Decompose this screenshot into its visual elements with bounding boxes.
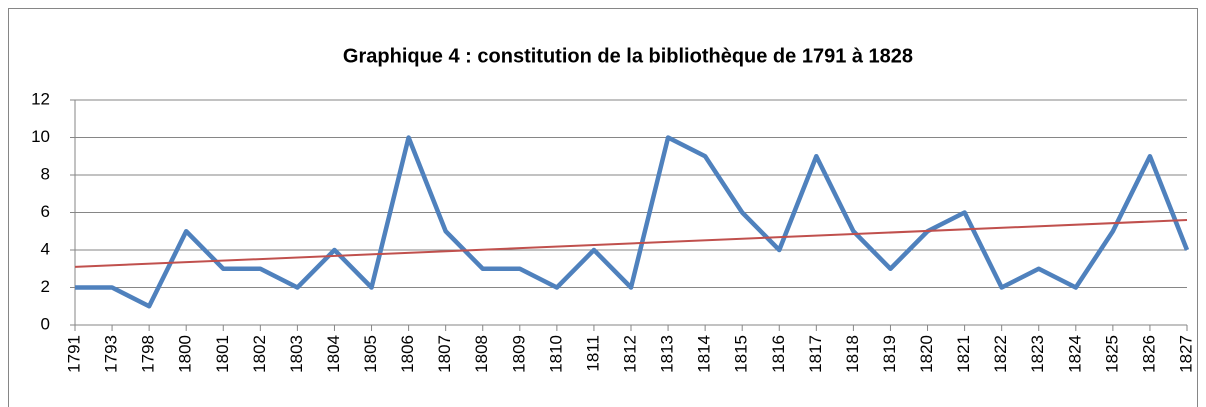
x-tick-label: 1811 — [583, 335, 602, 372]
x-tick-label: 1818 — [843, 335, 862, 373]
x-tick-label: 1814 — [695, 335, 714, 373]
x-tick-label: 1808 — [472, 335, 491, 373]
x-tick-label: 1825 — [1102, 335, 1121, 373]
chart-border — [8, 8, 1198, 407]
y-tick-label: 6 — [41, 202, 50, 221]
y-tick-label: 8 — [41, 164, 50, 183]
x-tick-label: 1800 — [176, 335, 195, 373]
x-tick-label: 1820 — [917, 335, 936, 373]
x-tick-label: 1826 — [1139, 335, 1158, 373]
data-line — [75, 135, 1190, 309]
x-tick-label: 1803 — [287, 335, 306, 373]
x-tick-label: 1793 — [102, 335, 121, 373]
x-tick-label: 1815 — [732, 335, 751, 373]
x-tick-label: 1817 — [806, 335, 825, 373]
y-tick-label: 0 — [41, 314, 50, 333]
y-tick-label: 2 — [41, 277, 50, 296]
x-tick-label: 1823 — [1028, 335, 1047, 373]
chart-title: Graphique 4 : constitution de la bibliot… — [343, 45, 913, 67]
x-tick-label: 1821 — [954, 335, 973, 373]
x-tick-label: 1791 — [64, 335, 83, 373]
y-tick-label: 4 — [41, 239, 50, 258]
x-tick-label: 1819 — [880, 335, 899, 373]
x-tick-label: 1809 — [509, 335, 528, 373]
x-tick-label: 1805 — [361, 335, 380, 373]
x-tick-label: 1806 — [398, 335, 417, 373]
x-tick-label: 1798 — [139, 335, 158, 373]
x-tick-label: 1804 — [324, 335, 343, 373]
x-tick-label: 1822 — [991, 335, 1010, 373]
x-tick-label: 1824 — [1065, 335, 1084, 373]
x-tick-label: 1810 — [546, 335, 565, 373]
x-tick-label: 1807 — [435, 335, 454, 373]
y-tick-label: 12 — [31, 89, 50, 108]
x-tick-label: 1827 — [1176, 335, 1195, 373]
x-tick-label: 1802 — [250, 335, 269, 373]
trend-line — [74, 219, 1188, 268]
x-tick-label: 1801 — [213, 335, 232, 373]
x-tick-label: 1812 — [620, 335, 639, 373]
y-tick-label: 10 — [31, 127, 50, 146]
x-tick-label: 1816 — [769, 335, 788, 373]
x-tick-label: 1813 — [658, 335, 677, 373]
